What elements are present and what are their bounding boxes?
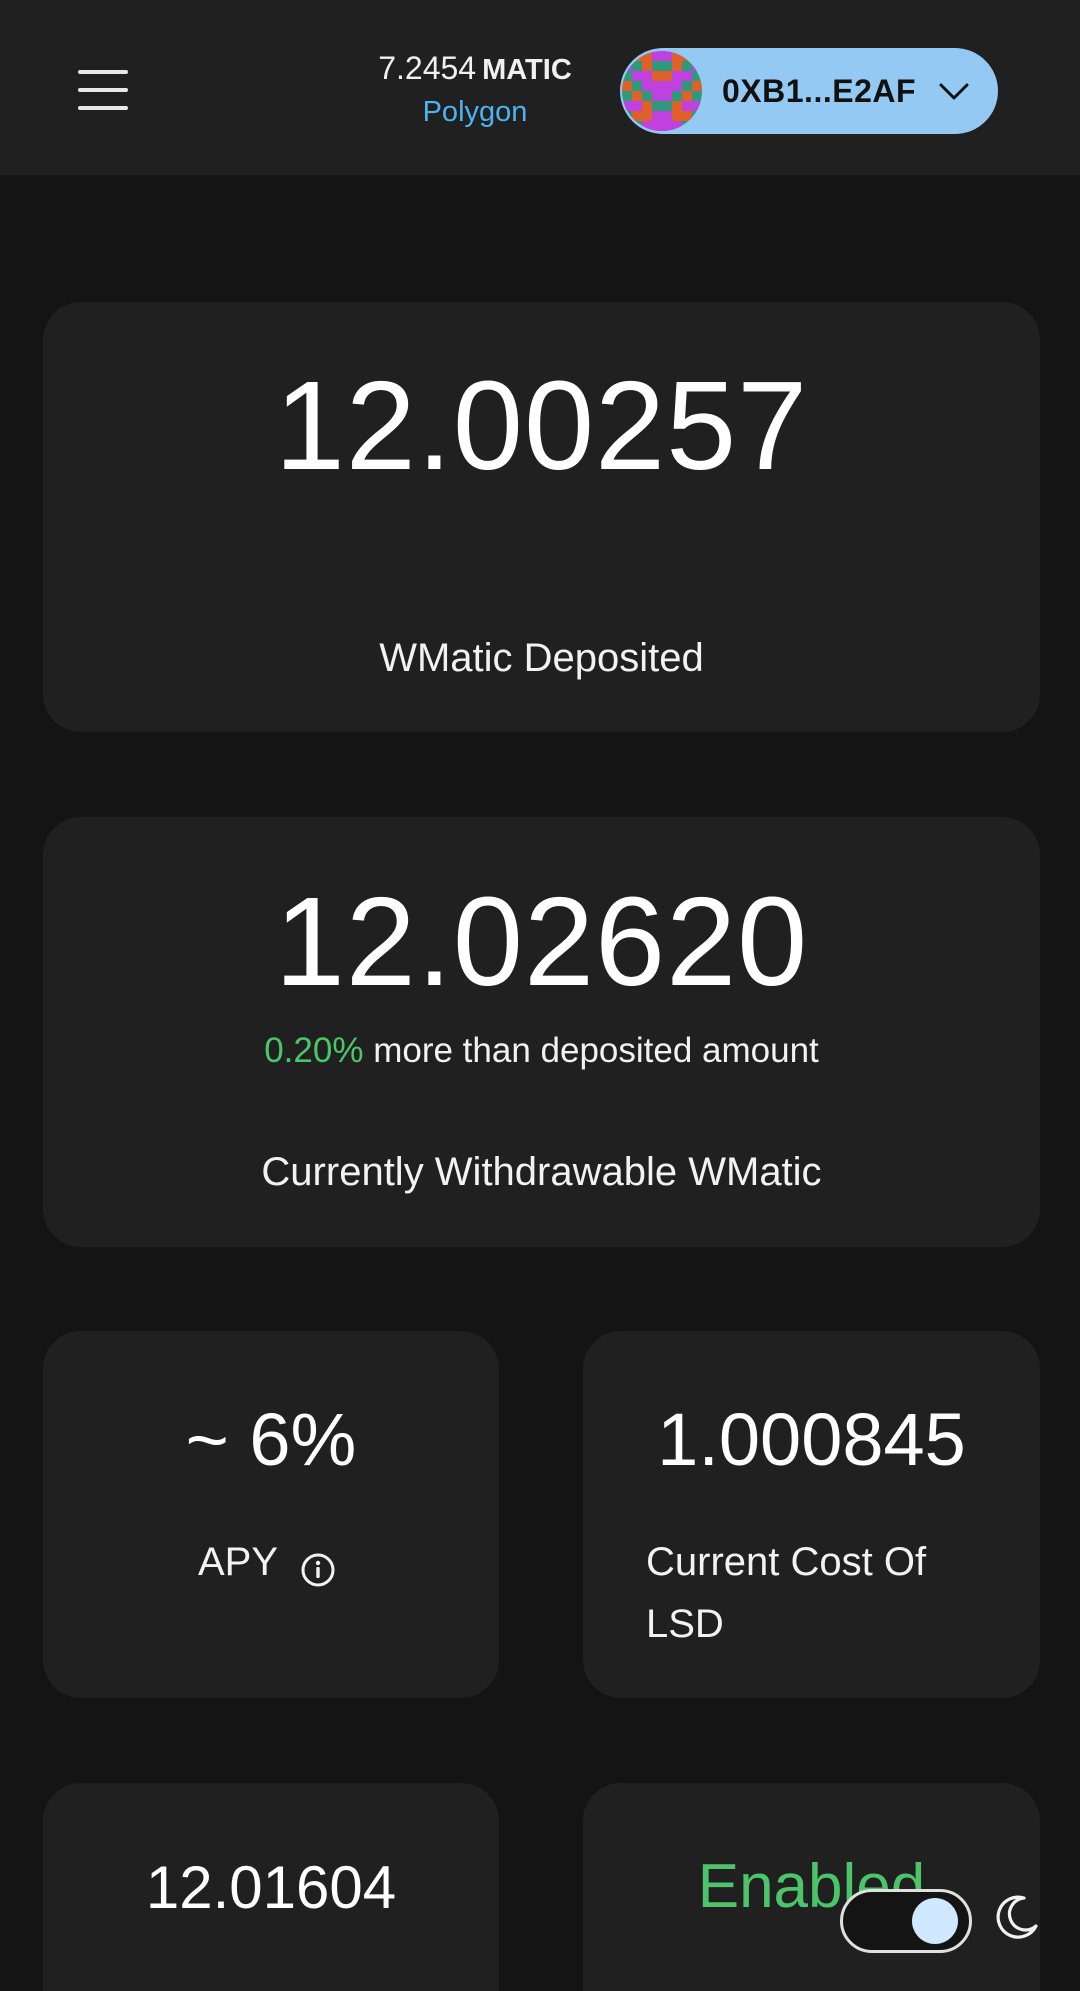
withdrawable-card: 12.02620 0.20% more than deposited amoun… (43, 817, 1040, 1247)
lsd-cost-label: Current Cost Of LSD (646, 1540, 927, 1646)
chevron-down-icon (938, 76, 970, 106)
menu-line (78, 70, 128, 74)
staking-status-value: Enabled (697, 1852, 926, 1921)
menu-line (78, 88, 128, 92)
apy-label-row: APY (198, 1531, 336, 1593)
deposited-label: WMatic Deposited (379, 636, 704, 680)
toggle-knob (912, 1898, 958, 1944)
theme-toggle[interactable] (840, 1889, 972, 1953)
gain-percent: 0.20% (264, 1031, 364, 1070)
lsd-balance-card: 12.01604 (43, 1783, 499, 1991)
deposited-card: 12.00257 WMatic Deposited (43, 302, 1040, 732)
wallet-balance: 7.2454 MATIC Polygon (340, 46, 610, 132)
info-icon[interactable] (300, 1544, 336, 1587)
apy-label: APY (198, 1540, 279, 1584)
lsd-cost-value: 1.000845 (657, 1398, 966, 1481)
deposited-value: 12.00257 (274, 355, 809, 496)
wallet-address: 0XB1...E2AF (722, 73, 917, 109)
staking-status-card: Enabled (583, 1783, 1040, 1991)
top-bar: 7.2454 MATIC Polygon (0, 0, 1080, 175)
balance-amount: 7.2454 (378, 50, 477, 86)
lsd-balance-value: 12.01604 (145, 1854, 397, 1921)
account-button[interactable]: 0XB1...E2AF (620, 48, 998, 134)
network-name[interactable]: Polygon (422, 96, 528, 128)
lsd-cost-card: 1.000845 Current Cost Of LSD (583, 1331, 1040, 1698)
gain-text: more than deposited amount (373, 1031, 819, 1070)
apy-card: ~ 6% APY (43, 1331, 499, 1698)
balance-symbol: MATIC (482, 54, 572, 86)
avatar (622, 51, 702, 131)
withdrawable-label: Currently Withdrawable WMatic (261, 1150, 822, 1194)
withdrawable-value: 12.02620 (274, 871, 809, 1012)
menu-line (78, 106, 128, 110)
hamburger-menu-icon[interactable] (78, 70, 128, 110)
apy-value: ~ 6% (185, 1398, 357, 1481)
moon-icon (990, 1892, 1042, 1944)
gain-summary: 0.20% more than deposited amount (43, 1028, 1040, 1074)
